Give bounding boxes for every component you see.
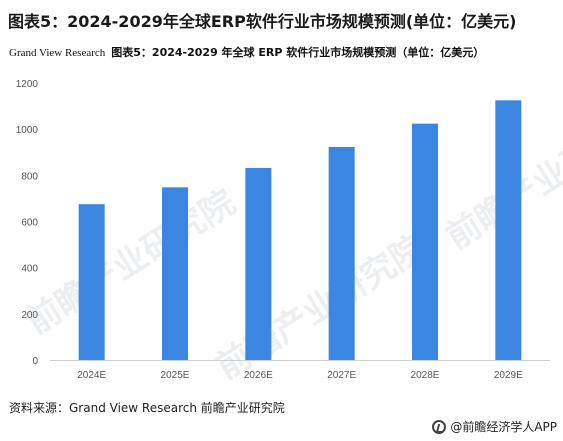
- x-tick-label: 2026E: [244, 370, 273, 381]
- y-tick-label: 800: [21, 171, 38, 182]
- y-tick-label: 1200: [16, 79, 39, 90]
- bar-2025E: [162, 187, 188, 360]
- x-tick-label: 2029E: [494, 370, 523, 381]
- bar-2029E: [495, 100, 522, 360]
- chart-subtitle: Grand View Research 图表5：2024-2029 年全球 ERP…: [9, 44, 484, 60]
- bar-2024E: [78, 204, 105, 360]
- x-tick-label: 2024E: [77, 370, 106, 381]
- footer-app-label: @前瞻经济学人APP: [450, 420, 557, 434]
- y-tick-label: 200: [21, 310, 38, 321]
- chart-title: 图表5：2024-2029年全球ERP软件行业市场规模预测(单位：亿美元): [8, 12, 517, 31]
- bar-2027E: [328, 146, 355, 360]
- subtitle-source: Grand View Research: [9, 47, 106, 59]
- x-tick-label: 2025E: [161, 370, 190, 381]
- qianzhan-logo-icon: [432, 419, 447, 434]
- bar-2028E: [412, 123, 438, 360]
- bars: [78, 100, 522, 360]
- x-axis: 2024E 2025E 2026E 2027E 2028E 2029E: [77, 370, 523, 381]
- bar-2026E: [245, 167, 272, 360]
- y-axis: 0 200 400 600 800 1000 1200: [16, 79, 39, 367]
- x-tick-label: 2028E: [411, 370, 440, 381]
- subtitle-title: 图表5：2024-2029 年全球 ERP 软件行业市场规模预测（单位：亿美元）: [111, 46, 485, 59]
- y-tick-label: 1000: [16, 125, 39, 136]
- y-tick-label: 0: [32, 356, 38, 367]
- y-tick-label: 400: [21, 264, 38, 275]
- source-note: 资料来源：Grand View Research 前瞻产业研究院: [9, 401, 285, 415]
- x-tick-label: 2027E: [327, 370, 356, 381]
- y-tick-label: 600: [21, 218, 38, 229]
- footer-app: @前瞻经济学人APP: [432, 418, 557, 435]
